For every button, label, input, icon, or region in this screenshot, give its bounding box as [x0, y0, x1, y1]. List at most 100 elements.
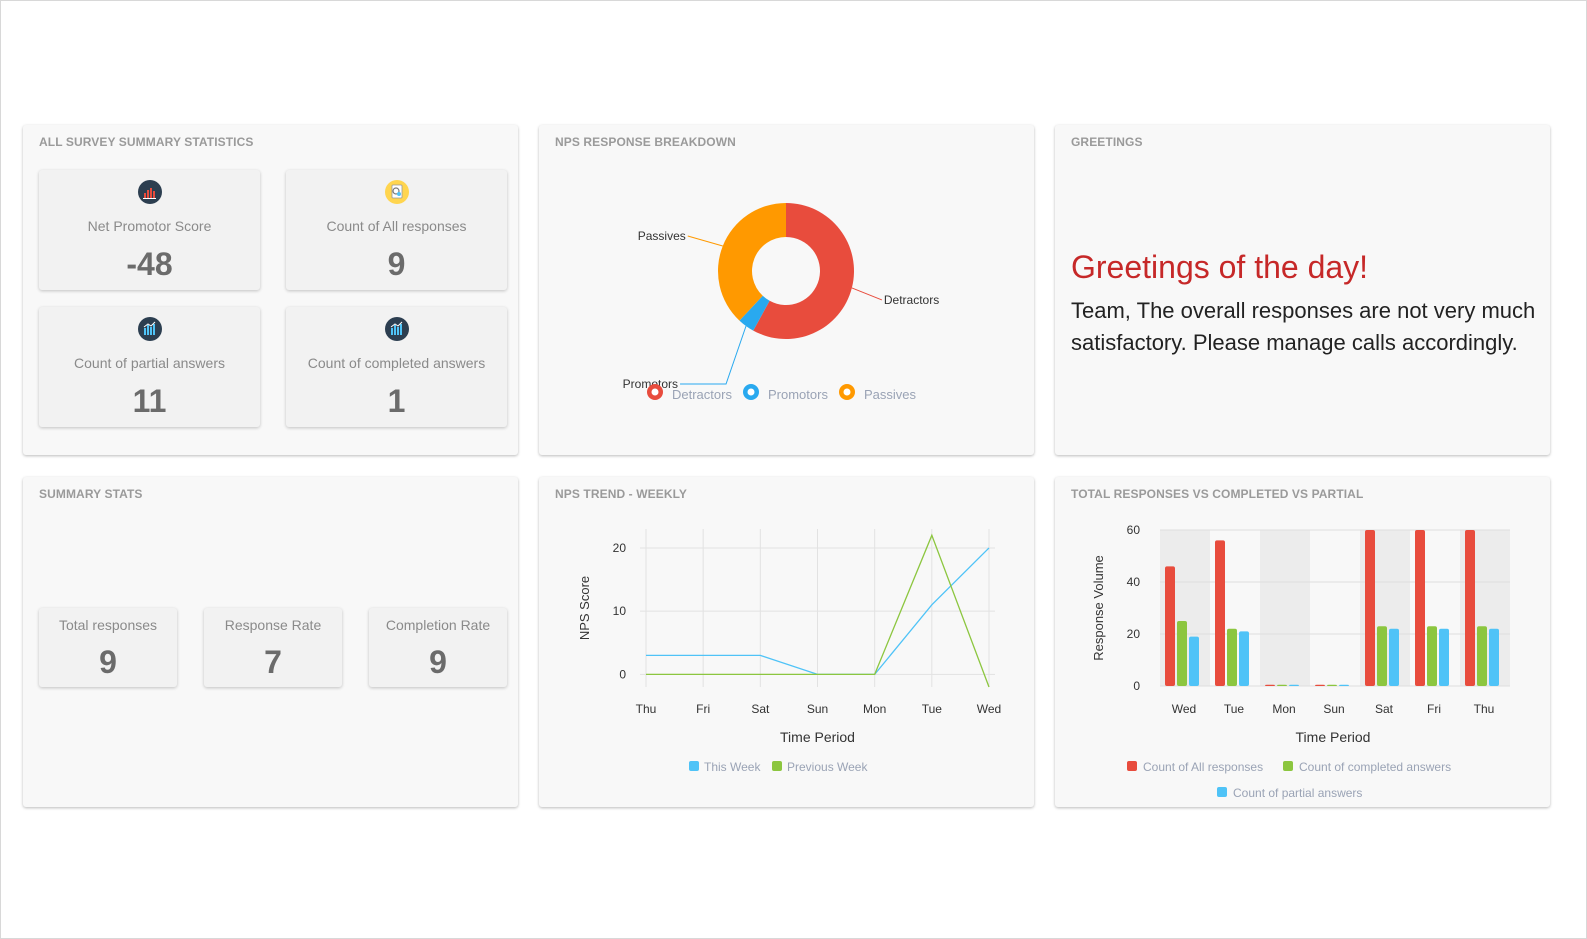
- stat-label: Count of completed answers: [307, 355, 486, 371]
- category-band: [1260, 530, 1310, 686]
- x-tick-label: Sat: [751, 702, 770, 716]
- donut-slice-promotors: [739, 295, 770, 331]
- legend-label: Count of partial answers: [1233, 786, 1362, 800]
- x-tick-label: Tue: [922, 702, 943, 716]
- legend-label: Count of completed answers: [1299, 760, 1451, 774]
- stat-label: Response Rate: [224, 617, 322, 633]
- legend-marker: [1127, 761, 1137, 771]
- bar-fri-2: [1439, 628, 1449, 686]
- legend-marker: [1283, 761, 1293, 771]
- donut-slice-detractors: [753, 203, 854, 339]
- x-tick-label: Mon: [863, 702, 886, 716]
- x-tick-label: Tue: [1224, 702, 1245, 716]
- bar-tue-1: [1227, 628, 1237, 686]
- panel-title: SUMMARY STATS: [39, 487, 143, 501]
- y-tick-label: 0: [1133, 679, 1140, 693]
- nps-breakdown-panel: NPS RESPONSE BREAKDOWN Detractors Promoto…: [539, 125, 1034, 455]
- nps-trend-line-chart: Thu Fri Sat Sun Mon Tue Wed 0 10 20 Time Period NPS…: [577, 529, 1001, 774]
- y-tick-label: 20: [1127, 627, 1141, 641]
- totals-panel: TOTAL RESPONSES VS COMPLETED VS PARTIAL …: [1055, 477, 1550, 807]
- x-tick-label: Thu: [636, 702, 657, 716]
- x-tick-label: Thu: [1474, 702, 1495, 716]
- y-tick-label: 0: [619, 667, 626, 681]
- bar-sun-1: [1327, 684, 1337, 686]
- x-axis-title: Time Period: [780, 729, 855, 745]
- stat-value: 7: [264, 644, 282, 680]
- legend-label: Promotors: [768, 387, 828, 402]
- donut-leader-line: [687, 235, 723, 247]
- stat-label: Total responses: [58, 617, 158, 633]
- panel-title: NPS RESPONSE BREAKDOWN: [555, 135, 736, 149]
- bar-sun-0: [1315, 684, 1325, 686]
- response-rate-card[interactable]: Response Rate 7: [204, 608, 342, 687]
- panel-title: TOTAL RESPONSES VS COMPLETED VS PARTIAL: [1071, 487, 1364, 501]
- summary-statistics-panel: ALL SURVEY SUMMARY STATISTICS Net Promot…: [23, 125, 518, 455]
- legend-marker-center: [747, 388, 755, 396]
- panel-title: ALL SURVEY SUMMARY STATISTICS: [39, 135, 254, 149]
- x-tick-label: Wed: [1172, 702, 1196, 716]
- bar-wed-1: [1177, 621, 1187, 686]
- panel-title: NPS TREND - WEEKLY: [555, 487, 688, 501]
- clipboard-icon: [384, 180, 409, 204]
- stat-value: 9: [99, 644, 117, 680]
- legend-marker: [772, 761, 782, 771]
- legend-label: Passives: [864, 387, 917, 402]
- bar-thu-0: [1465, 530, 1475, 686]
- count-partial-answers-card[interactable]: Count of partial answers 11: [39, 307, 260, 427]
- chart-icon: [137, 180, 162, 204]
- greeting-message: Team, The overall responses are not very…: [1071, 298, 1536, 355]
- donut-leader-line: [680, 325, 747, 385]
- bar-tue-2: [1239, 631, 1249, 686]
- panel-title: GREETINGS: [1071, 135, 1143, 149]
- y-tick-label: 10: [613, 604, 627, 618]
- bar-thu-2: [1489, 628, 1499, 686]
- series-line-previous-week: [646, 533, 990, 688]
- bar-sat-2: [1389, 628, 1399, 686]
- stat-value: 1: [387, 383, 406, 419]
- legend-marker: [1217, 787, 1227, 797]
- legend-marker-center: [651, 388, 659, 396]
- completion-rate-card[interactable]: Completion Rate 9: [369, 608, 507, 687]
- bar-sun-2: [1339, 684, 1349, 686]
- x-tick-label: Wed: [977, 702, 1001, 716]
- x-tick-label: Fri: [1427, 702, 1441, 716]
- bar-mon-0: [1265, 684, 1275, 686]
- net-promotor-score-card[interactable]: Net Promotor Score -48: [39, 170, 260, 290]
- x-tick-label: Sun: [807, 702, 828, 716]
- stat-value: 11: [132, 383, 167, 419]
- stat-label: Count of All responses: [326, 218, 467, 234]
- legend-label: This Week: [704, 760, 761, 774]
- summary-stats-panel: SUMMARY STATS Total responses 9 Response…: [23, 477, 518, 807]
- y-tick-label: 60: [1127, 523, 1141, 537]
- bar-chart-icon: [137, 317, 162, 341]
- stat-value: 9: [429, 644, 447, 680]
- bar-chart-icon: [384, 317, 409, 341]
- x-tick-label: Sun: [1323, 702, 1344, 716]
- donut-label: Promotors: [623, 377, 678, 391]
- count-all-responses-card[interactable]: Count of All responses 9: [286, 170, 507, 290]
- nps-trend-panel: NPS TREND - WEEKLY Thu Fri Sat Sun Mon Tue Wed…: [539, 477, 1034, 807]
- count-completed-answers-card[interactable]: Count of completed answers 1: [286, 307, 507, 427]
- donut-leader-line: [851, 287, 883, 301]
- stat-value: -48: [126, 246, 173, 282]
- responses-bar-chart: 0 20 40 60 Wed Tue Mon Sun Sat Fri Thu Time Period R…: [1091, 523, 1510, 800]
- y-tick-label: 20: [613, 541, 627, 555]
- legend-label: Previous Week: [787, 760, 868, 774]
- legend-marker: [689, 761, 699, 771]
- stat-label: Completion Rate: [385, 617, 491, 633]
- x-tick-label: Fri: [696, 702, 710, 716]
- bar-sat-1: [1377, 626, 1387, 686]
- donut-slice-passives: [718, 203, 786, 321]
- stat-value: 9: [387, 246, 406, 282]
- bar-fri-0: [1415, 530, 1425, 686]
- bar-mon-2: [1289, 684, 1299, 686]
- total-responses-card[interactable]: Total responses 9: [39, 608, 177, 687]
- y-tick-label: 40: [1127, 575, 1141, 589]
- stat-label: Net Promotor Score: [87, 218, 212, 234]
- greeting-heading: Greetings of the day!: [1071, 249, 1369, 285]
- bar-thu-1: [1477, 626, 1487, 686]
- donut-label: Detractors: [884, 293, 939, 307]
- bar-wed-0: [1165, 566, 1175, 686]
- bar-sat-0: [1365, 530, 1375, 686]
- x-axis-title: Time Period: [1296, 729, 1371, 745]
